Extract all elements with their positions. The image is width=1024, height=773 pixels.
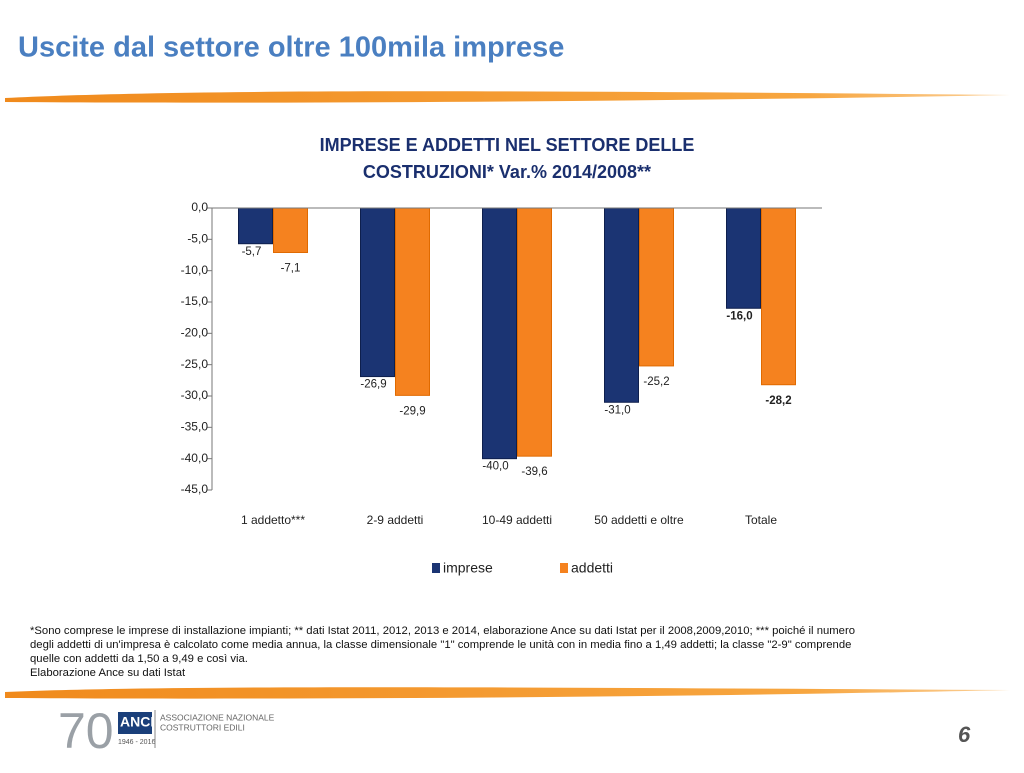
- footnote-line: quelle con addetti da 1,50 a 9,49 e così…: [30, 653, 248, 665]
- x-tick-label: 10-49 addetti: [482, 513, 552, 527]
- value-label: -40,0: [482, 461, 508, 473]
- logo-box: [118, 712, 152, 734]
- logo-text: COSTRUTTORI EDILI: [160, 722, 245, 732]
- value-label: -28,2: [765, 395, 791, 407]
- chart-title: COSTRUZIONI* Var.% 2014/2008**: [363, 162, 651, 182]
- y-tick-label: -20,0: [181, 326, 209, 340]
- value-label: -29,9: [399, 405, 425, 417]
- value-label: -39,6: [521, 466, 547, 478]
- bar: [517, 207, 552, 457]
- bar: [360, 207, 395, 378]
- bar: [639, 207, 674, 367]
- value-label: -31,0: [604, 404, 630, 416]
- bar: [238, 207, 273, 245]
- bar: [604, 207, 639, 403]
- x-tick-label: 50 addetti e oltre: [594, 513, 684, 527]
- y-tick-label: -10,0: [181, 263, 209, 277]
- slide-title: Uscite dal settore oltre 100mila imprese: [18, 32, 564, 64]
- source: Elaborazione Ance su dati Istat: [30, 667, 186, 679]
- x-tick-label: 1 addetto***: [241, 513, 305, 527]
- page-number: 6: [958, 722, 971, 747]
- divider: [5, 91, 1010, 103]
- y-tick-label: -15,0: [181, 294, 209, 308]
- bar: [273, 207, 308, 253]
- bar: [761, 207, 796, 386]
- y-tick-label: -30,0: [181, 388, 209, 402]
- x-tick-label: 2-9 addetti: [367, 513, 424, 527]
- footnote: *Sono comprese le imprese di installazio…: [30, 624, 990, 680]
- logo-number: 70: [58, 703, 114, 759]
- value-label: -16,0: [726, 310, 752, 322]
- y-tick-label: -5,0: [187, 232, 208, 246]
- x-tick-label: Totale: [745, 513, 777, 527]
- value-label: -5,7: [242, 246, 262, 258]
- y-tick-label: -35,0: [181, 420, 209, 434]
- y-tick-label: -25,0: [181, 357, 209, 371]
- y-tick-label: -40,0: [181, 451, 209, 465]
- footnote-line: degli addetti di un'impresa è calcolato …: [30, 639, 852, 651]
- legend-label: imprese: [443, 560, 493, 576]
- logo-text: ASSOCIAZIONE NAZIONALE: [160, 712, 275, 722]
- value-label: -25,2: [643, 376, 669, 388]
- footnote-line: *Sono comprese le imprese di installazio…: [30, 625, 855, 637]
- value-label: -26,9: [360, 379, 386, 391]
- bar: [482, 207, 517, 460]
- chart: 0,0 -5,0 -10,0 -15,0 -20,0 -25,0 -30,0 -35,0 -40…: [181, 200, 822, 576]
- chart-title: IMPRESE E ADDETTI NEL SETTORE DELLE: [320, 135, 695, 155]
- legend-swatch: [432, 563, 440, 573]
- logo-name: ANCE: [120, 714, 160, 730]
- legend-label: addetti: [571, 560, 613, 576]
- logo-years: 1946 - 2016: [118, 739, 155, 746]
- value-label: -7,1: [281, 263, 301, 275]
- divider: [5, 687, 1010, 699]
- legend-swatch: [560, 563, 568, 573]
- bar: [395, 207, 430, 396]
- y-tick-label: -45,0: [181, 482, 209, 496]
- y-tick-label: 0,0: [191, 200, 208, 214]
- bar: [726, 207, 761, 309]
